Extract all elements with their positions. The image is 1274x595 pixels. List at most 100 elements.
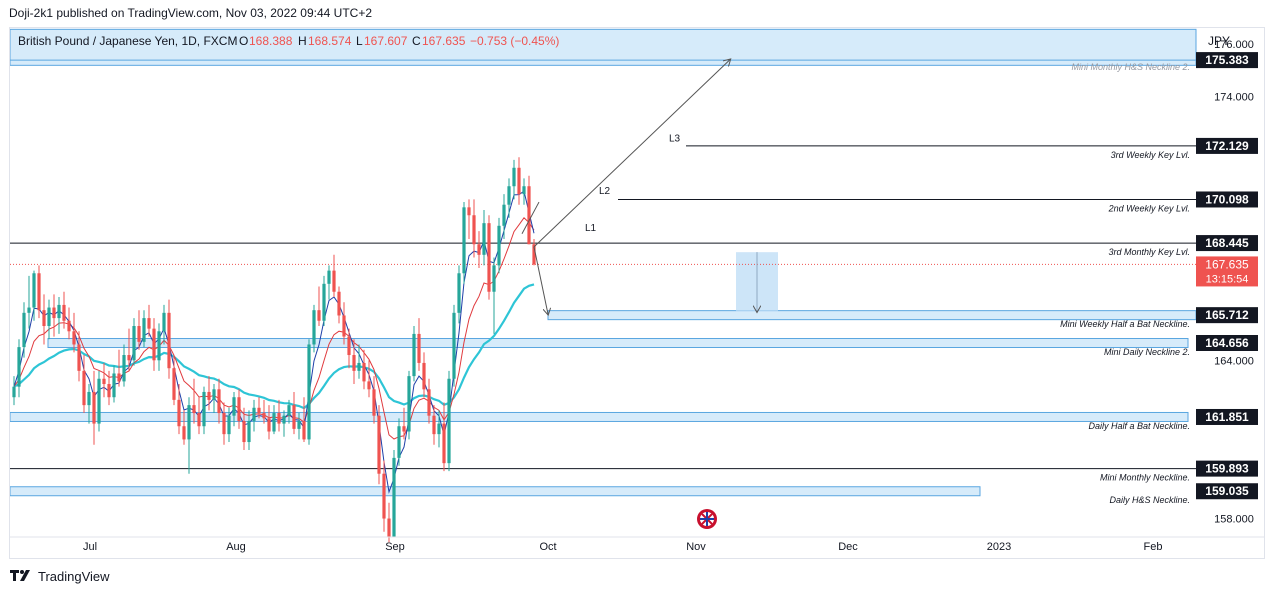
candle-body	[477, 244, 481, 255]
level-note: Mini Monthly Neckline.	[1100, 473, 1190, 483]
candle-body	[192, 405, 196, 414]
candle-body	[67, 320, 71, 332]
open-value: 168.388	[249, 34, 293, 48]
candle-body	[42, 310, 46, 327]
candles-layer	[12, 157, 536, 543]
candle-body	[152, 328, 156, 361]
candle-body	[127, 355, 131, 361]
ma-slow-line	[13, 283, 535, 410]
candle-body	[532, 244, 536, 265]
candle-body	[332, 270, 336, 292]
candle-body	[302, 420, 306, 440]
candle-body	[162, 312, 166, 332]
price-tag-label: 161.851	[1205, 410, 1249, 424]
symbol-name: British Pound / Japanese Yen, 1D, FXCM	[18, 34, 237, 48]
candle-body	[292, 405, 296, 429]
currency-label: JPY	[1208, 34, 1230, 48]
price-tag-bg	[1196, 460, 1258, 477]
candle-body	[487, 223, 491, 292]
candle-body	[47, 307, 51, 327]
candle-body	[422, 362, 426, 390]
pattern-label: L2	[599, 186, 611, 197]
price-tag-label: 175.383	[1205, 53, 1249, 67]
candle-body	[497, 225, 501, 266]
price-tag-bg	[1196, 483, 1258, 500]
last-price-tag-bg	[1196, 256, 1258, 287]
price-tag-label: 164.656	[1205, 336, 1249, 350]
candle-body	[357, 362, 361, 371]
pound-flag-icon[interactable]	[697, 509, 717, 529]
candle-body	[327, 270, 331, 284]
pattern-label: L3	[669, 133, 681, 144]
open-label: O	[239, 34, 248, 48]
candle-body	[462, 207, 466, 274]
projection-arrow-up	[533, 60, 730, 248]
candle-body	[297, 420, 301, 429]
zone-layer	[10, 28, 1197, 497]
candle-body	[12, 386, 16, 398]
candle-body	[242, 420, 246, 443]
level-zone	[10, 411, 1189, 422]
candle-body	[137, 326, 141, 342]
candle-body	[387, 518, 391, 537]
candle-body	[92, 391, 96, 424]
level-note: Mini Weekly Half a Bat Neckline.	[1060, 319, 1190, 329]
candle-body	[402, 426, 406, 432]
candle-body	[342, 315, 346, 337]
candle-body	[187, 405, 191, 440]
x-tick-label: Dec	[838, 541, 858, 553]
candle-body	[147, 318, 151, 329]
candle-body	[267, 418, 271, 432]
candle-body	[227, 415, 231, 435]
publisher-header: Doji-2k1 published on TradingView.com, N…	[9, 6, 372, 20]
price-tag-label: 172.129	[1205, 139, 1249, 153]
candle-body	[182, 426, 186, 440]
price-tag-bg	[1196, 334, 1258, 351]
level-note: Mini Monthly H&S Neckline 2.	[1071, 62, 1190, 72]
candle-body	[252, 407, 256, 421]
level-zone	[47, 337, 1189, 348]
price-tag-bg	[1196, 137, 1258, 154]
candle-body	[82, 370, 86, 406]
candle-body	[107, 384, 111, 398]
close-value: 167.635	[422, 34, 466, 48]
annotation-layer: Mini Monthly H&S Neckline 2. 3rd Weekly K…	[521, 60, 1190, 505]
price-chart[interactable]: Mini Monthly H&S Neckline 2. 3rd Weekly K…	[10, 28, 1264, 558]
candle-body	[282, 415, 286, 424]
candle-body	[17, 347, 21, 387]
candle-body	[207, 391, 211, 400]
level-note: 3rd Monthly Key Lvl.	[1108, 247, 1190, 257]
low-value: 167.607	[364, 34, 408, 48]
candle-body	[512, 167, 516, 187]
level-zone	[10, 28, 1197, 66]
candle-body	[447, 378, 451, 464]
price-tag-layer: 175.383 172.129 170.098 168.445 165.712 164.6…	[1196, 52, 1258, 500]
price-tag-label: 159.893	[1205, 462, 1249, 476]
tradingview-footer[interactable]: TradingView	[10, 568, 110, 585]
candle-body	[212, 389, 216, 400]
y-tick-label: 176.000	[1214, 39, 1254, 51]
candle-body	[172, 368, 176, 400]
candle-body	[492, 265, 496, 292]
pattern-label: L1	[585, 223, 597, 234]
candle-body	[197, 413, 201, 427]
symbol-legend: British Pound / Japanese Yen, 1D, FXCM O…	[18, 34, 559, 48]
axis-layer: 176.000 174.000 164.000 158.000 Jul Aug Sep Oct…	[10, 39, 1264, 553]
projection-swing-line	[521, 201, 540, 234]
chart-frame[interactable]: Mini Monthly H&S Neckline 2. 3rd Weekly K…	[9, 27, 1265, 559]
x-tick-label: Sep	[385, 541, 405, 553]
candle-body	[247, 420, 251, 443]
candle-body	[217, 389, 221, 414]
level-note: 2nd Weekly Key Lvl.	[1108, 203, 1190, 213]
candle-body	[322, 283, 326, 321]
candle-body	[52, 307, 56, 319]
x-tick-label: 2023	[987, 541, 1011, 553]
candle-body	[237, 397, 241, 421]
candle-body	[352, 355, 356, 371]
level-note: Daily Half a Bat Neckline.	[1088, 421, 1190, 431]
price-tag-bg	[1196, 52, 1258, 69]
candle-body	[307, 344, 311, 440]
candle-body	[112, 373, 116, 398]
candle-body	[362, 362, 366, 382]
candle-body	[32, 273, 36, 308]
